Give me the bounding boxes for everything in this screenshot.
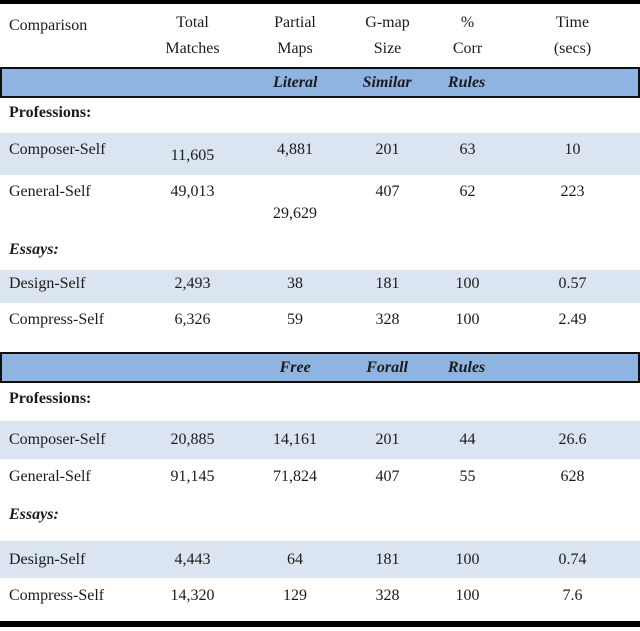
band-label: Similar [362, 73, 412, 91]
row-label: Compress-Self [9, 311, 105, 328]
section-gap [0, 341, 640, 352]
band-label: Free [279, 358, 311, 376]
value-total-matches: 91,145 [170, 468, 215, 485]
value-time-secs: 628 [560, 468, 585, 485]
value-gmap-size: 201 [375, 141, 400, 158]
header-line-1: G-map [365, 14, 410, 31]
header-line-1: Total [176, 14, 209, 31]
value-total-matches: 4,443 [174, 551, 211, 568]
header-line-2: (secs) [553, 40, 592, 57]
band-label: Forall [366, 358, 408, 376]
value-gmap-size: 328 [375, 311, 400, 328]
value-partial-maps: 29,629 [245, 183, 345, 231]
value-partial-maps: 59 [287, 311, 303, 328]
data-row-composer-self: Composer-Self 20,885 14,161 201 44 26.6 [0, 421, 640, 459]
column-header-total-matches: Total Matches [140, 4, 245, 67]
data-row-compress-self: Compress-Self 14,320 129 328 100 7.6 [0, 578, 640, 621]
group-label: Essays: [9, 506, 59, 523]
value-gmap-size: 181 [375, 275, 400, 292]
group-label: Professions: [9, 390, 92, 407]
value-partial-maps: 129 [283, 587, 307, 604]
row-label: General-Self [9, 183, 91, 200]
table-top-border [0, 0, 640, 4]
row-label: Design-Self [9, 275, 86, 292]
column-header-gmap-size: G-map Size [345, 4, 430, 67]
table-bottom-border [0, 621, 640, 627]
header-line-2: Corr [452, 40, 483, 57]
value-time-secs: 0.74 [558, 551, 587, 568]
row-label: Design-Self [9, 551, 86, 568]
value-total-matches: 11,605 [140, 141, 245, 175]
value-pct-corr: 100 [455, 551, 480, 568]
data-row-design-self: Design-Self 2,493 38 181 100 0.57 [0, 270, 640, 303]
value-partial-maps: 14,161 [273, 431, 317, 448]
band-label: Rules [447, 73, 486, 91]
value-total-matches: 2,493 [174, 275, 211, 292]
group-label-row-professions: Professions: [0, 383, 640, 421]
band-row-free-forall-rules: Free Forall Rules [0, 352, 640, 383]
value-total-matches: 49,013 [170, 183, 215, 200]
header-text: Comparison [9, 17, 88, 34]
value-total-matches: 20,885 [170, 431, 215, 448]
value-gmap-size: 407 [375, 468, 400, 485]
header-line-2: Matches [165, 40, 220, 57]
value-text: 29,629 [273, 205, 317, 222]
data-row-compress-self: Compress-Self 6,326 59 328 100 2.49 [0, 303, 640, 341]
value-gmap-size: 201 [375, 431, 400, 448]
band-label: Rules [447, 358, 486, 376]
column-header-partial-maps: Partial Maps [245, 4, 345, 67]
column-header-time-secs: Time (secs) [505, 4, 640, 67]
value-pct-corr: 100 [455, 587, 480, 604]
row-label: General-Self [9, 468, 91, 485]
value-text: 11,605 [170, 147, 215, 164]
value-partial-maps: 38 [287, 275, 303, 292]
value-time-secs: 2.49 [558, 311, 587, 328]
value-pct-corr: 62 [459, 183, 476, 200]
value-total-matches: 6,326 [174, 311, 211, 328]
value-time-secs: 223 [560, 183, 585, 200]
column-header-pct-corr: % Corr [430, 4, 505, 67]
value-partial-maps: 71,824 [273, 468, 317, 485]
value-gmap-size: 328 [375, 587, 400, 604]
value-time-secs: 7.6 [562, 587, 583, 604]
band-row-literal-similar-rules: Literal Similar Rules [0, 67, 640, 98]
value-pct-corr: 63 [459, 141, 476, 158]
group-label-row-professions: Professions: [0, 98, 640, 133]
value-pct-corr: 44 [459, 431, 476, 448]
header-line-2: Maps [277, 40, 313, 57]
value-time-secs: 0.57 [558, 275, 587, 292]
value-partial-maps: 64 [287, 551, 303, 568]
value-gmap-size: 181 [375, 551, 400, 568]
value-pct-corr: 55 [459, 468, 476, 485]
data-row-general-self: General-Self 91,145 71,824 407 55 628 [0, 459, 640, 496]
data-row-composer-self: Composer-Self 11,605 4,881 201 63 10 [0, 133, 640, 175]
value-partial-maps: 4,881 [277, 141, 313, 158]
group-label-row-essays: Essays: [0, 496, 640, 541]
header-line-2: Size [373, 40, 402, 57]
row-label: Composer-Self [9, 431, 106, 448]
group-label-row-essays: Essays: [0, 231, 640, 270]
value-gmap-size: 407 [375, 183, 400, 200]
row-label: Compress-Self [9, 587, 105, 604]
group-label: Professions: [9, 104, 92, 121]
band-label: Literal [272, 73, 318, 91]
table-header-row: Comparison Total Matches Partial Maps G-… [0, 4, 640, 67]
header-line-1: % [460, 14, 475, 31]
header-line-1: Partial [274, 14, 316, 31]
value-pct-corr: 100 [455, 275, 480, 292]
value-pct-corr: 100 [455, 311, 480, 328]
data-row-general-self: General-Self 49,013 29,629 407 62 223 [0, 175, 640, 231]
header-line-1: Time [555, 14, 590, 31]
value-time-secs: 10 [564, 141, 581, 158]
value-time-secs: 26.6 [558, 431, 587, 448]
group-label: Essays: [9, 241, 59, 258]
value-total-matches: 14,320 [170, 587, 215, 604]
data-row-design-self: Design-Self 4,443 64 181 100 0.74 [0, 541, 640, 578]
row-label: Composer-Self [9, 141, 106, 158]
column-header-comparison: Comparison [0, 4, 140, 67]
